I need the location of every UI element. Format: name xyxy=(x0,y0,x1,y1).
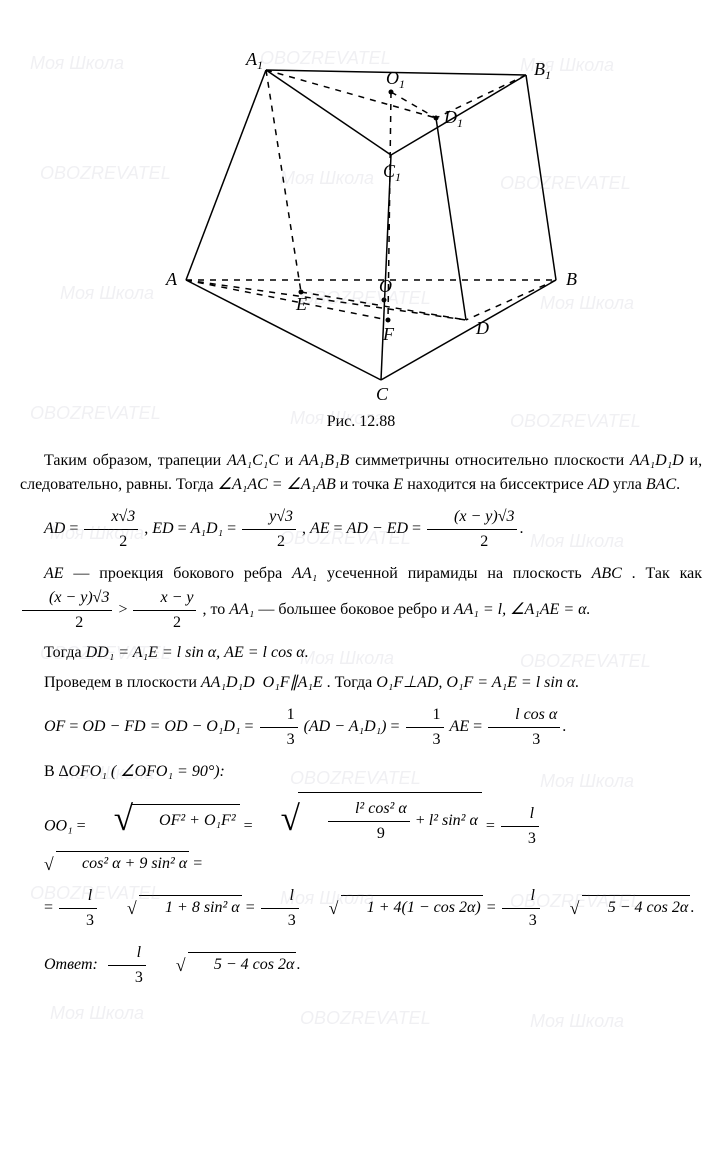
text: Тогда xyxy=(44,644,86,661)
svg-text:E: E xyxy=(295,294,307,314)
figure-1288: A1 B1 O1 D1 C1 A B C D E F O xyxy=(20,20,702,400)
geometry-diagram: A1 B1 O1 D1 C1 A B C D E F O xyxy=(136,20,586,400)
fraction: y√32 xyxy=(242,505,296,554)
fraction: l3 xyxy=(108,941,146,990)
math: ABC xyxy=(592,565,622,582)
fraction: l3 xyxy=(502,884,540,933)
text: и точка xyxy=(340,476,394,493)
text: — большее боковое ребро и xyxy=(258,601,453,618)
text: угла xyxy=(613,476,646,493)
text: . Так как xyxy=(632,565,702,582)
math: AA₁ xyxy=(229,601,254,618)
svg-text:D1: D1 xyxy=(443,107,463,130)
paragraph-5: В ∆OFO₁ ( ∠OFO₁ = 90°): xyxy=(20,760,702,784)
math: OD − FD = OD − O₁D₁ xyxy=(82,718,240,735)
paragraph-2: AE — проекция бокового ребра AA₁ усеченн… xyxy=(20,562,702,635)
math: AA₁B₁B xyxy=(299,452,349,469)
paragraph-4: Проведем в плоскости AA₁D₁D O₁F∥A₁E . То… xyxy=(20,671,702,695)
fraction: x − y2 xyxy=(133,586,196,635)
svg-text:O1: O1 xyxy=(386,68,405,91)
answer-line: Ответ: l3 5 − 4 cos 2α. xyxy=(20,941,702,990)
rhs: A₁D₁ xyxy=(191,520,223,537)
text: . Тогда xyxy=(327,674,377,691)
svg-text:F: F xyxy=(382,324,395,344)
math: l² sin² α xyxy=(429,812,478,829)
fraction: l3 xyxy=(261,884,299,933)
text: — проекция бокового ребра xyxy=(73,565,292,582)
text: симметричны относительно плоскости xyxy=(355,452,630,469)
math: O₁F∥A₁E xyxy=(263,674,323,691)
math: AA₁D₁D xyxy=(201,674,255,691)
math: ∠A₁AC = ∠A₁AB xyxy=(218,476,336,493)
equation-OF: OF = OD − FD = OD − O₁D₁ = 13 (AD − A₁D₁… xyxy=(20,703,702,752)
math: AA₁D₁D xyxy=(630,452,684,469)
figure-caption: Рис. 12.88 xyxy=(20,410,702,434)
text: В xyxy=(44,763,59,780)
text: , то xyxy=(202,601,229,618)
period: . xyxy=(296,956,300,973)
fraction: l cos α3 xyxy=(488,703,560,752)
svg-text:D: D xyxy=(475,318,489,338)
svg-text:C: C xyxy=(376,384,389,400)
watermark: Моя Школа xyxy=(530,1008,624,1035)
sqrt: √ l² cos² α9 + l² sin² α xyxy=(257,792,482,846)
lhs: OF xyxy=(44,718,65,735)
text: и xyxy=(285,452,299,469)
paragraph-1: Таким образом, трапеции AA₁C₁C и AA₁B₁B … xyxy=(20,449,702,497)
math: (AD − A₁D₁) xyxy=(304,718,387,735)
svg-text:B1: B1 xyxy=(534,59,551,82)
math: AA₁ xyxy=(292,565,317,582)
watermark: OBOZREVATEL xyxy=(300,1005,431,1032)
math: AD xyxy=(588,476,609,493)
lhs: OO₁ xyxy=(44,817,73,834)
math: DD₁ = A₁E = l sin α, AE = l cos α. xyxy=(86,644,309,661)
svg-text:C1: C1 xyxy=(383,161,401,184)
math: BAC xyxy=(646,476,676,493)
fraction: (x − y)√32 xyxy=(22,586,112,635)
lhs: AD xyxy=(44,520,65,537)
math: AE xyxy=(450,718,470,735)
svg-text:O: O xyxy=(379,276,392,296)
fraction: l3 xyxy=(59,884,97,933)
lhs: ED xyxy=(152,520,173,537)
math: AE xyxy=(44,565,64,582)
sqrt: √OF² + O₁F² xyxy=(90,801,240,836)
sqrt: 1 + 8 sin² α xyxy=(103,895,242,920)
text: Проведем в плоскости xyxy=(44,674,201,691)
fraction: 13 xyxy=(406,703,444,752)
text: находится на биссектрисе xyxy=(407,476,588,493)
sqrt: 1 + 4(1 − cos 2α) xyxy=(305,895,483,920)
fraction: l3 xyxy=(501,802,539,851)
fraction: x√32 xyxy=(84,505,138,554)
answer-label: Ответ: xyxy=(44,956,98,973)
sqrt: 5 − 4 cos 2α xyxy=(152,952,297,977)
math: AA₁C₁C xyxy=(227,452,279,469)
math: E xyxy=(393,476,403,493)
equation-OO1-line2: = l3 1 + 8 sin² α = l3 1 + 4(1 − cos 2α)… xyxy=(20,884,702,933)
lhs: AE xyxy=(310,520,330,537)
math: ∆OFO₁ ( ∠OFO₁ = 90°): xyxy=(59,763,225,780)
text: усеченной пирамиды на плоскость xyxy=(327,565,592,582)
svg-text:A1: A1 xyxy=(245,49,263,72)
svg-text:A: A xyxy=(165,269,178,289)
fraction: l² cos² α9 xyxy=(328,797,410,846)
sqrt: 5 − 4 cos 2α xyxy=(546,895,691,920)
text: Таким образом, трапеции xyxy=(44,452,227,469)
watermark: Моя Школа xyxy=(50,1000,144,1027)
equation-OO1-line1: OO₁ = √OF² + O₁F² = √ l² cos² α9 + l² si… xyxy=(20,792,702,876)
equation-AD-ED-AE: AD = x√32 , ED = A₁D₁ = y√32 , AE = AD −… xyxy=(20,505,702,554)
paragraph-3: Тогда DD₁ = A₁E = l sin α, AE = l cos α. xyxy=(20,641,702,665)
math: O₁F⊥AD, O₁F = A₁E = l sin α. xyxy=(376,674,579,691)
sqrt: cos² α + 9 sin² α xyxy=(20,851,189,876)
rhs: AD − ED xyxy=(347,520,408,537)
fraction: 13 xyxy=(260,703,298,752)
fraction: (x − y)√32 xyxy=(427,505,517,554)
svg-text:B: B xyxy=(566,269,577,289)
math: AA₁ = l, ∠A₁AE = α. xyxy=(454,601,591,618)
